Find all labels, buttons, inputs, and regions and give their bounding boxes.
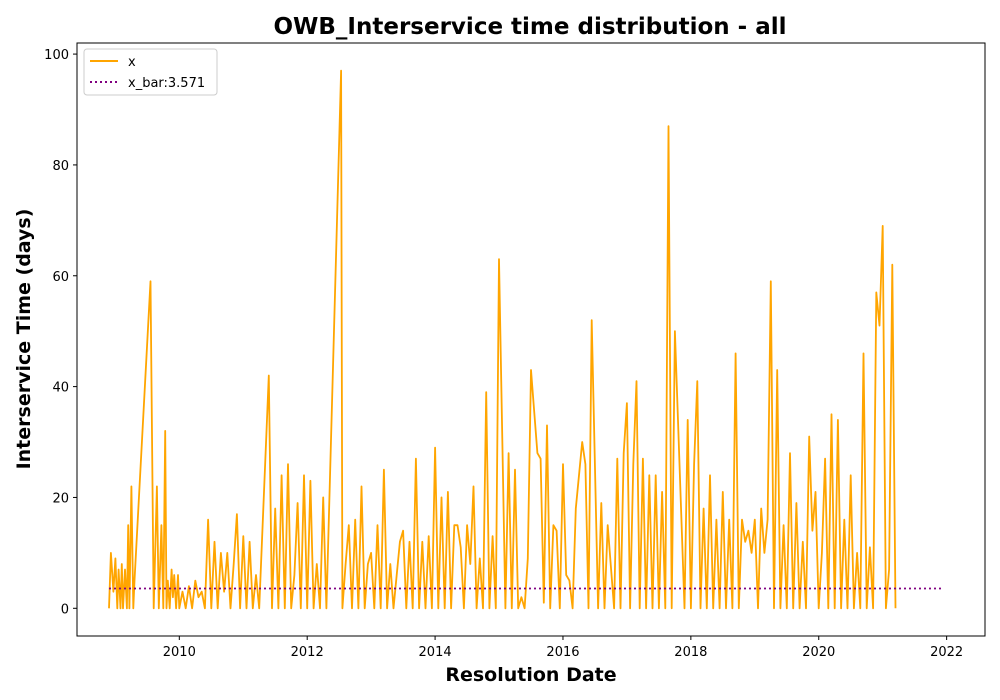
y-tick-label: 100	[44, 48, 69, 63]
x-tick-label: 2012	[291, 645, 324, 660]
y-tick-label: 0	[61, 602, 69, 617]
x-tick-label: 2020	[802, 645, 835, 660]
x-axis-label: Resolution Date	[445, 664, 616, 686]
chart-title: OWB_Interservice time distribution - all	[273, 14, 786, 40]
series-line-x	[108, 69, 897, 610]
x-tick-label: 2014	[419, 645, 452, 660]
y-axis-label: Interservice Time (days)	[13, 209, 35, 470]
legend-label-x-bar: x_bar:3.571	[128, 76, 205, 91]
legend-label-x: x	[128, 55, 136, 70]
series-layer	[108, 69, 944, 610]
y-tick-label: 20	[52, 491, 69, 506]
x-tick-label: 2022	[930, 645, 963, 660]
legend: x x_bar:3.571	[83, 48, 218, 96]
plot-frame	[76, 42, 986, 637]
x-tick-label: 2018	[674, 645, 707, 660]
y-axis-ticks: 0 20 40 60 80 100	[44, 48, 77, 617]
y-tick-label: 60	[52, 270, 69, 285]
y-tick-label: 80	[52, 159, 69, 174]
x-tick-label: 2016	[546, 645, 579, 660]
x-axis-ticks: 2010 2012 2014 2016 2018 2020 2022	[163, 636, 963, 660]
y-tick-label: 40	[52, 381, 69, 396]
x-tick-label: 2010	[163, 645, 196, 660]
